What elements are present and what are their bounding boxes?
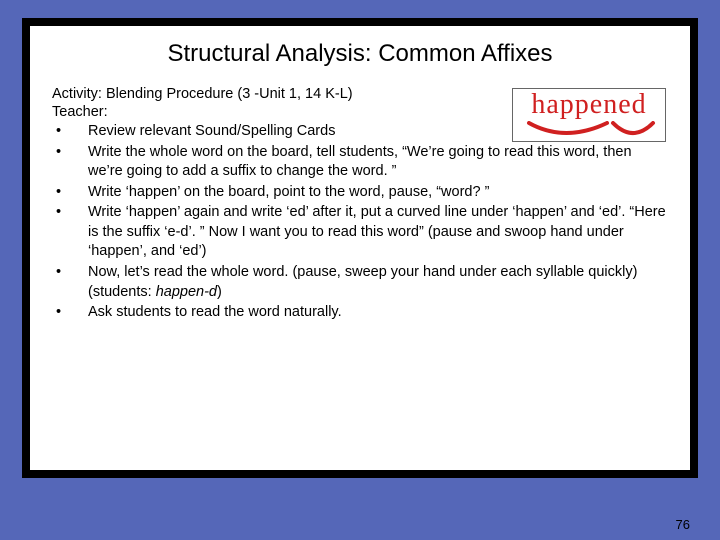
- swoop-arcs-icon: [513, 121, 667, 139]
- bullet-text: Review relevant Sound/Spelling Cards: [88, 123, 335, 139]
- bullet-text: Ask students to read the word naturally.: [88, 304, 342, 320]
- list-item: Write ‘happen’ on the board, point to th…: [52, 183, 668, 203]
- bullet-text: Write ‘happen’ on the board, point to th…: [88, 184, 489, 200]
- content-inner: Structural Analysis: Common Affixes Acti…: [30, 26, 690, 470]
- list-item: Now, let’s read the whole word. (pause, …: [52, 263, 668, 302]
- slide-title: Structural Analysis: Common Affixes: [52, 40, 668, 68]
- content-panel: Structural Analysis: Common Affixes Acti…: [22, 18, 698, 478]
- italic-text: happen-d: [156, 284, 217, 300]
- page-number: 76: [676, 517, 690, 532]
- list-item: Write ‘happen’ again and write ‘ed’ afte…: [52, 203, 668, 262]
- bullet-text: Write the whole word on the board, tell …: [88, 144, 632, 180]
- bullet-list: Review relevant Sound/Spelling Cards Wri…: [52, 122, 668, 323]
- bullet-text: Write ‘happen’ again and write ‘ed’ afte…: [88, 204, 666, 259]
- callout-word: happened: [513, 89, 665, 119]
- list-item: Ask students to read the word naturally.: [52, 303, 668, 323]
- list-item: Write the whole word on the board, tell …: [52, 143, 668, 182]
- slide-container: Structural Analysis: Common Affixes Acti…: [0, 0, 720, 540]
- word-callout: happened: [512, 88, 666, 142]
